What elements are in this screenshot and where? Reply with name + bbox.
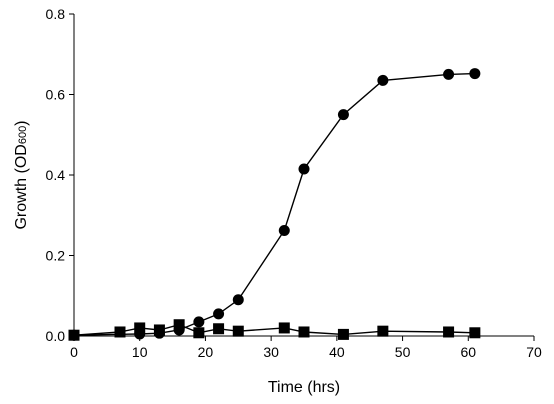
y-tick-label: 0.4 xyxy=(46,167,66,183)
y-tick-label: 0.2 xyxy=(46,248,66,264)
y-ticks: 0.0 0.2 0.4 0.6 0.8 xyxy=(46,6,74,344)
y-axis-title-main: Growth (OD xyxy=(13,144,30,229)
x-tick-label: 60 xyxy=(460,344,476,360)
data-point-square xyxy=(114,326,126,338)
x-tick-label: 10 xyxy=(132,344,148,360)
data-point-square xyxy=(213,323,225,335)
data-point-square xyxy=(173,319,185,331)
x-tick-label: 40 xyxy=(329,344,345,360)
data-point-circle xyxy=(469,68,481,80)
data-point-circle xyxy=(213,308,225,320)
data-point-square xyxy=(298,326,310,338)
y-tick-label: 0.8 xyxy=(46,6,66,22)
data-point-square xyxy=(153,324,165,336)
x-ticks: 0 10 20 30 40 50 60 70 xyxy=(70,336,542,360)
data-point-square xyxy=(134,322,146,334)
data-point-circle xyxy=(443,68,455,80)
y-tick-label: 0.6 xyxy=(46,87,66,103)
y-axis-title-close: ) xyxy=(13,120,30,125)
data-point-circle xyxy=(337,109,349,121)
data-point-square xyxy=(443,326,455,338)
data-point-circle xyxy=(193,316,205,328)
y-axis-title-subscript: 600 xyxy=(17,126,29,144)
x-tick-label: 0 xyxy=(70,344,78,360)
y-tick-label: 0.0 xyxy=(46,328,66,344)
x-tick-label: 50 xyxy=(395,344,411,360)
x-tick-label: 70 xyxy=(526,344,542,360)
x-tick-label: 30 xyxy=(263,344,279,360)
data-point-square xyxy=(68,329,80,341)
data-point-circle xyxy=(377,74,389,86)
data-point-square xyxy=(469,327,481,339)
series-square xyxy=(68,319,481,341)
y-axis-title: Growth (OD600) xyxy=(13,120,30,229)
data-point-circle xyxy=(298,163,310,175)
data-point-square xyxy=(232,325,244,337)
data-point-circle xyxy=(232,294,244,306)
data-point-square xyxy=(377,325,389,337)
x-axis-title: Time (hrs) xyxy=(268,379,340,396)
data-point-square xyxy=(278,322,290,334)
data-point-square xyxy=(337,328,349,340)
data-point-circle xyxy=(278,225,290,237)
x-tick-label: 20 xyxy=(198,344,214,360)
data-point-square xyxy=(193,327,205,339)
series-layer xyxy=(68,68,481,341)
